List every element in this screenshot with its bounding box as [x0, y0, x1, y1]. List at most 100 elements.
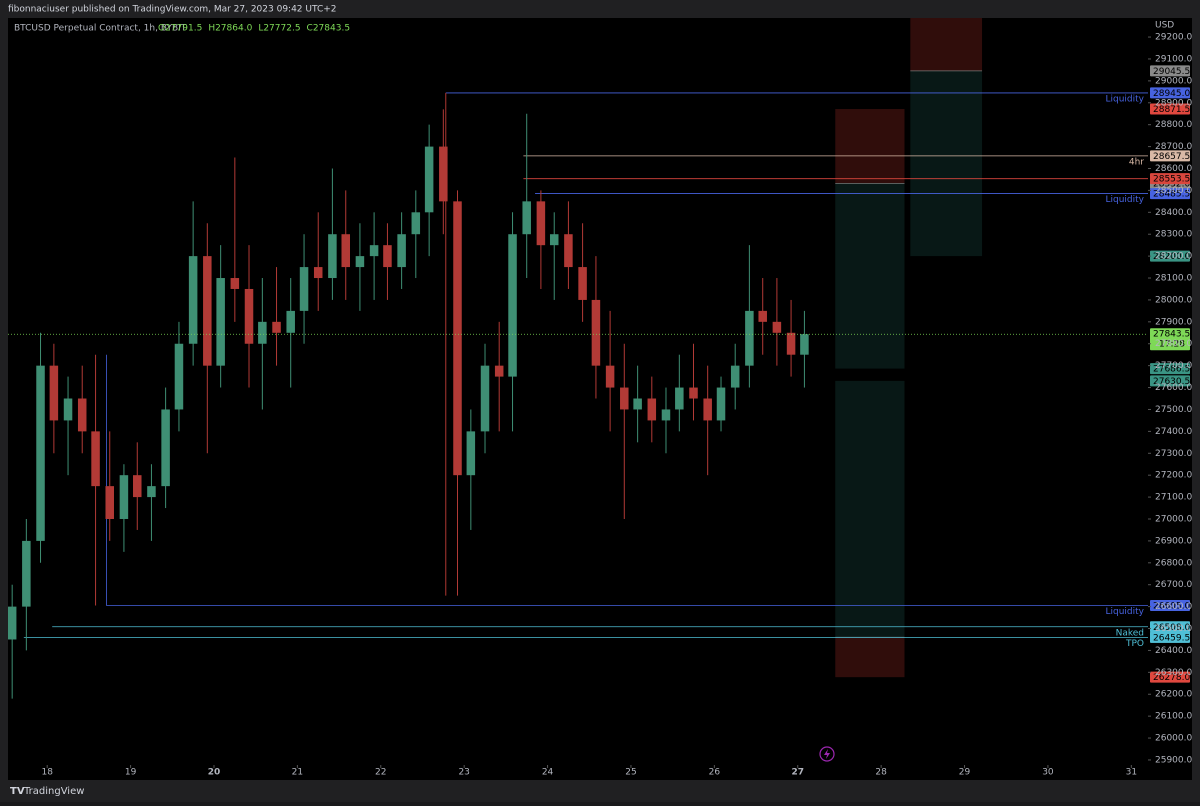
candle-body — [22, 540, 31, 607]
y-tick-label: 28600.0 — [1155, 164, 1192, 174]
candle-body — [716, 387, 726, 421]
y-tick-label: 26700.0 — [1155, 580, 1192, 590]
candle-body — [647, 398, 657, 421]
candle-body — [772, 321, 782, 333]
y-tick-label: 25900.0 — [1155, 755, 1192, 765]
candle-body — [8, 606, 17, 640]
candle-body — [258, 321, 267, 344]
legend-value: H27864.0 — [208, 24, 252, 34]
candle-body — [299, 267, 309, 311]
legend-value: L27772.5 — [258, 24, 300, 34]
y-tick-label: 27500.0 — [1155, 405, 1192, 415]
y-tick-label: 27000.0 — [1155, 514, 1192, 524]
candle-body — [591, 299, 601, 366]
candle-body — [328, 234, 337, 279]
y-axis-label: USD — [1155, 21, 1174, 31]
y-tick-label: 29200.0 — [1155, 33, 1192, 43]
y-tick-label: 29100.0 — [1155, 54, 1192, 64]
candle-body — [745, 310, 754, 366]
candle-body — [549, 234, 559, 246]
price-tag — [1150, 188, 1190, 200]
price-tag-label: 28945.0 — [1153, 89, 1190, 99]
candle-body — [605, 365, 615, 388]
level-name: Liquidity — [1105, 607, 1144, 617]
y-tick-label: 28500.0 — [1155, 186, 1192, 196]
x-tick-label: 20 — [208, 768, 221, 778]
y-tick-label: 28900.0 — [1155, 98, 1192, 108]
candle-body — [730, 365, 740, 388]
candle-body — [397, 234, 406, 268]
symbol-title: BTCUSD Perpetual Contract, 1h, BYBIT — [14, 24, 187, 34]
candle-body — [272, 321, 281, 333]
y-tick-label: 27600.0 — [1155, 383, 1192, 393]
price-tag-label: 28553.5 — [1153, 175, 1190, 185]
price-tag — [1150, 87, 1190, 99]
y-tick-label: 28700.0 — [1155, 142, 1192, 152]
price-tag-label: 26278.0 — [1153, 673, 1190, 683]
price-tag — [1150, 363, 1190, 375]
svg-text:TV: TV — [10, 786, 25, 797]
legend-value: O27791.5 — [158, 24, 202, 34]
level-name: Naked — [1116, 628, 1144, 638]
level-name: 4hr — [1129, 157, 1144, 167]
price-tag — [1150, 671, 1190, 683]
price-tag-label: 27686.5 — [1153, 365, 1190, 375]
price-tag — [1150, 600, 1190, 612]
candle-body — [800, 334, 809, 355]
price-tag — [1150, 375, 1190, 387]
x-tick-label: 22 — [375, 768, 386, 778]
price-tag-label: 28657.5 — [1153, 152, 1190, 162]
candle-body — [147, 486, 156, 498]
plot-area — [8, 18, 1148, 765]
y-tick-label: 28300.0 — [1155, 230, 1192, 240]
candle-body — [36, 365, 45, 541]
time-axis — [8, 765, 1192, 780]
x-tick-label: 24 — [542, 768, 554, 778]
position-profit — [910, 70, 983, 257]
position-loss — [835, 109, 905, 184]
candle-body — [439, 146, 448, 202]
y-tick-label: 27100.0 — [1155, 493, 1192, 503]
level-name: Liquidity — [1105, 94, 1144, 104]
y-tick-label: 26000.0 — [1155, 734, 1192, 744]
candle-body — [411, 212, 421, 235]
candle-body — [494, 365, 504, 377]
candle-body — [77, 398, 87, 432]
candle-body — [369, 245, 379, 257]
candle-body — [63, 398, 73, 421]
legend-value: C27843.5 — [307, 24, 351, 34]
y-tick-label: 27700.0 — [1155, 361, 1192, 371]
position-loss — [835, 637, 905, 678]
price-tag — [1150, 65, 1190, 77]
x-tick-label: 19 — [125, 768, 137, 778]
price-tag-label: 28532.0 — [1153, 179, 1190, 189]
candle-body — [286, 310, 295, 333]
y-tick-label: 27200.0 — [1155, 471, 1192, 481]
price-tag-label: 27630.5 — [1153, 377, 1190, 387]
x-tick-label: 21 — [292, 768, 303, 778]
level-name: TPO — [1125, 639, 1144, 649]
price-tag — [1150, 621, 1190, 633]
overlay: 28532.028871.527686.526460.026278.027630… — [1105, 65, 1190, 683]
y-tick-label: 27900.0 — [1155, 317, 1192, 327]
position-profit — [835, 380, 905, 638]
y-tick-label: 27800.0 — [1155, 339, 1192, 349]
y-tick-label: 26900.0 — [1155, 536, 1192, 546]
x-tick-label: 30 — [1042, 768, 1054, 778]
countdown: 17:28 — [1159, 340, 1185, 350]
x-tick-label: 29 — [959, 768, 971, 778]
candle-body — [244, 288, 254, 344]
y-tick-label: 27300.0 — [1155, 449, 1192, 459]
candle-body — [216, 278, 225, 366]
footer-brand: TradingView — [23, 786, 84, 797]
lightning-icon — [819, 746, 835, 762]
price-tag — [1150, 250, 1190, 262]
price-tag-label: 26605.0 — [1153, 602, 1190, 612]
candle-body — [633, 398, 642, 410]
level-name: Liquidity — [1105, 195, 1144, 205]
candle-body — [522, 201, 531, 235]
y-tick-label: 26400.0 — [1155, 646, 1192, 656]
price-tag — [1150, 631, 1190, 643]
